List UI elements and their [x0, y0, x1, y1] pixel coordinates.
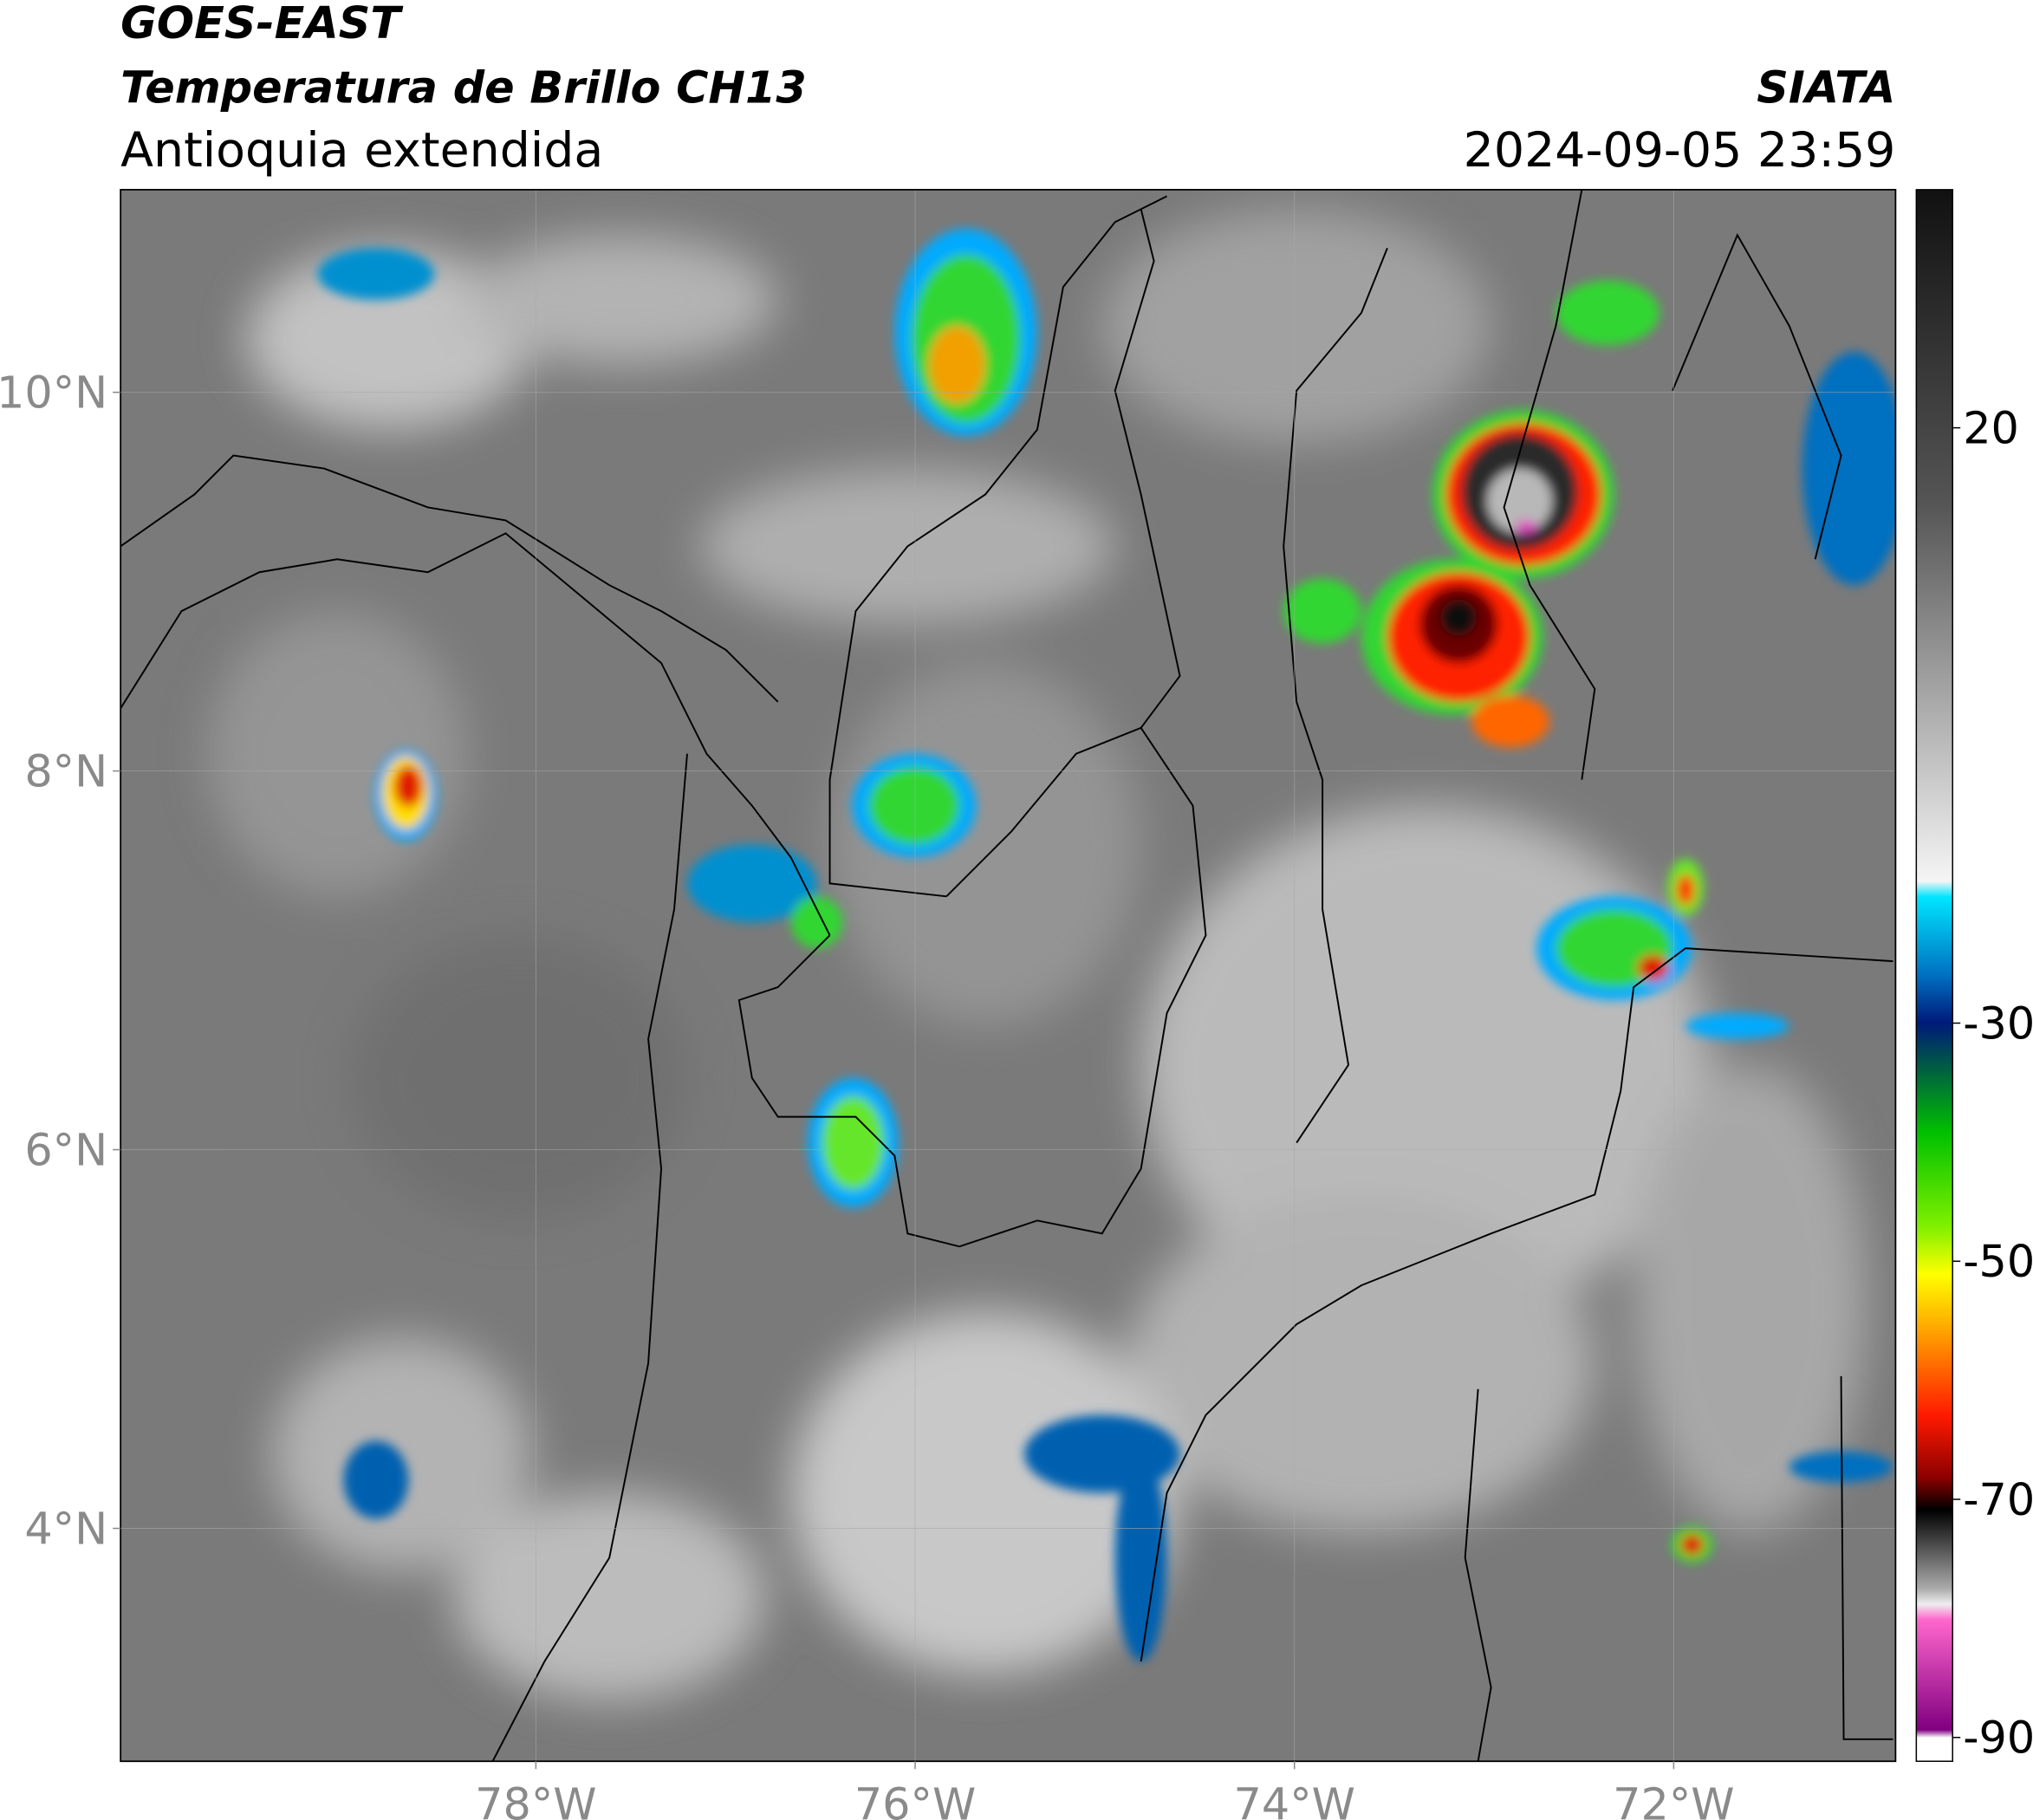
colorbar [1915, 189, 1953, 1762]
y-tick-label: 6°N [24, 1125, 107, 1176]
colorbar-label: -70 [1963, 1474, 2033, 1525]
colorbar-label: -90 [1963, 1713, 2033, 1764]
colorbar-label: -30 [1963, 998, 2033, 1049]
colorbar-label: -50 [1963, 1236, 2033, 1287]
map-frame [120, 188, 1897, 1763]
x-tick-label: 74°W [1233, 1779, 1354, 1820]
subtitle: Temperatura de Brillo CH13 [120, 62, 807, 114]
satellite-image [120, 189, 1896, 1762]
y-tick-label: 8°N [24, 746, 107, 797]
colorbar-label: 20 [1963, 403, 2019, 454]
x-tick-label: 72°W [1613, 1779, 1734, 1820]
x-tick-label: 78°W [475, 1779, 596, 1820]
region: Antioquia extendida [120, 123, 603, 179]
source: SIATA [1757, 62, 1895, 114]
y-tick-label: 10°N [0, 367, 107, 419]
datetime: 2024-09-05 23:59 [1464, 123, 1896, 179]
y-tick-label: 4°N [24, 1503, 107, 1554]
title: GOES-EAST [120, 0, 404, 49]
x-tick-label: 76°W [854, 1779, 976, 1820]
